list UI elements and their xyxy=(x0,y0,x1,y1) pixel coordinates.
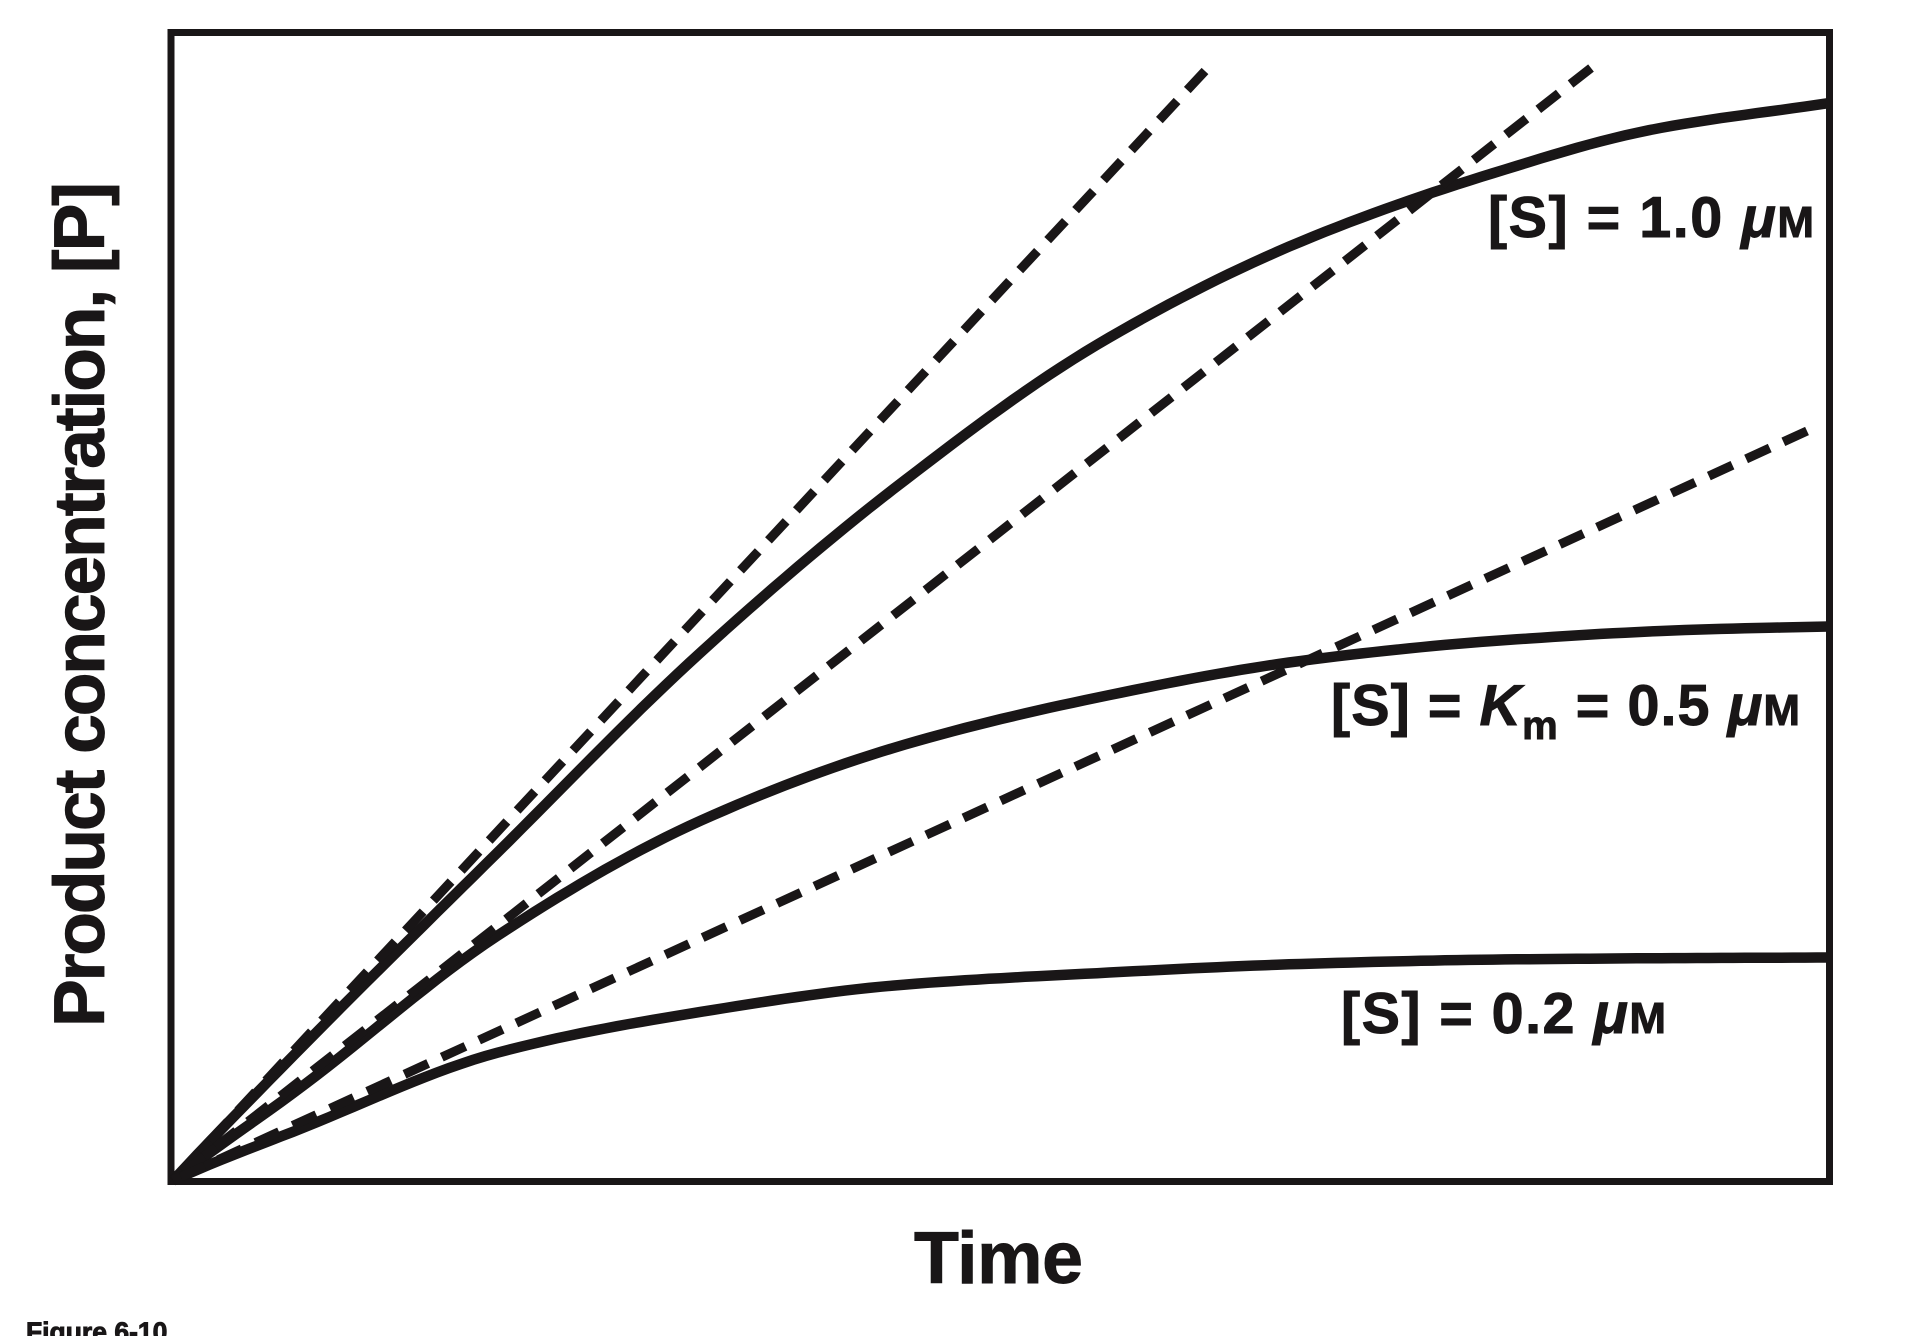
svg-text:Time: Time xyxy=(914,1216,1083,1299)
svg-text:Figure 6-10: Figure 6-10 xyxy=(26,1317,167,1336)
svg-text:[S] = 0.2 μM: [S] = 0.2 μM xyxy=(1341,982,1666,1046)
svg-text:[S] = 1.0 μM: [S] = 1.0 μM xyxy=(1488,186,1814,250)
svg-text:[S] = Km = 0.5 μM: [S] = Km = 0.5 μM xyxy=(1331,674,1800,748)
svg-text:Product concentration, [P]: Product concentration, [P] xyxy=(40,182,120,1027)
